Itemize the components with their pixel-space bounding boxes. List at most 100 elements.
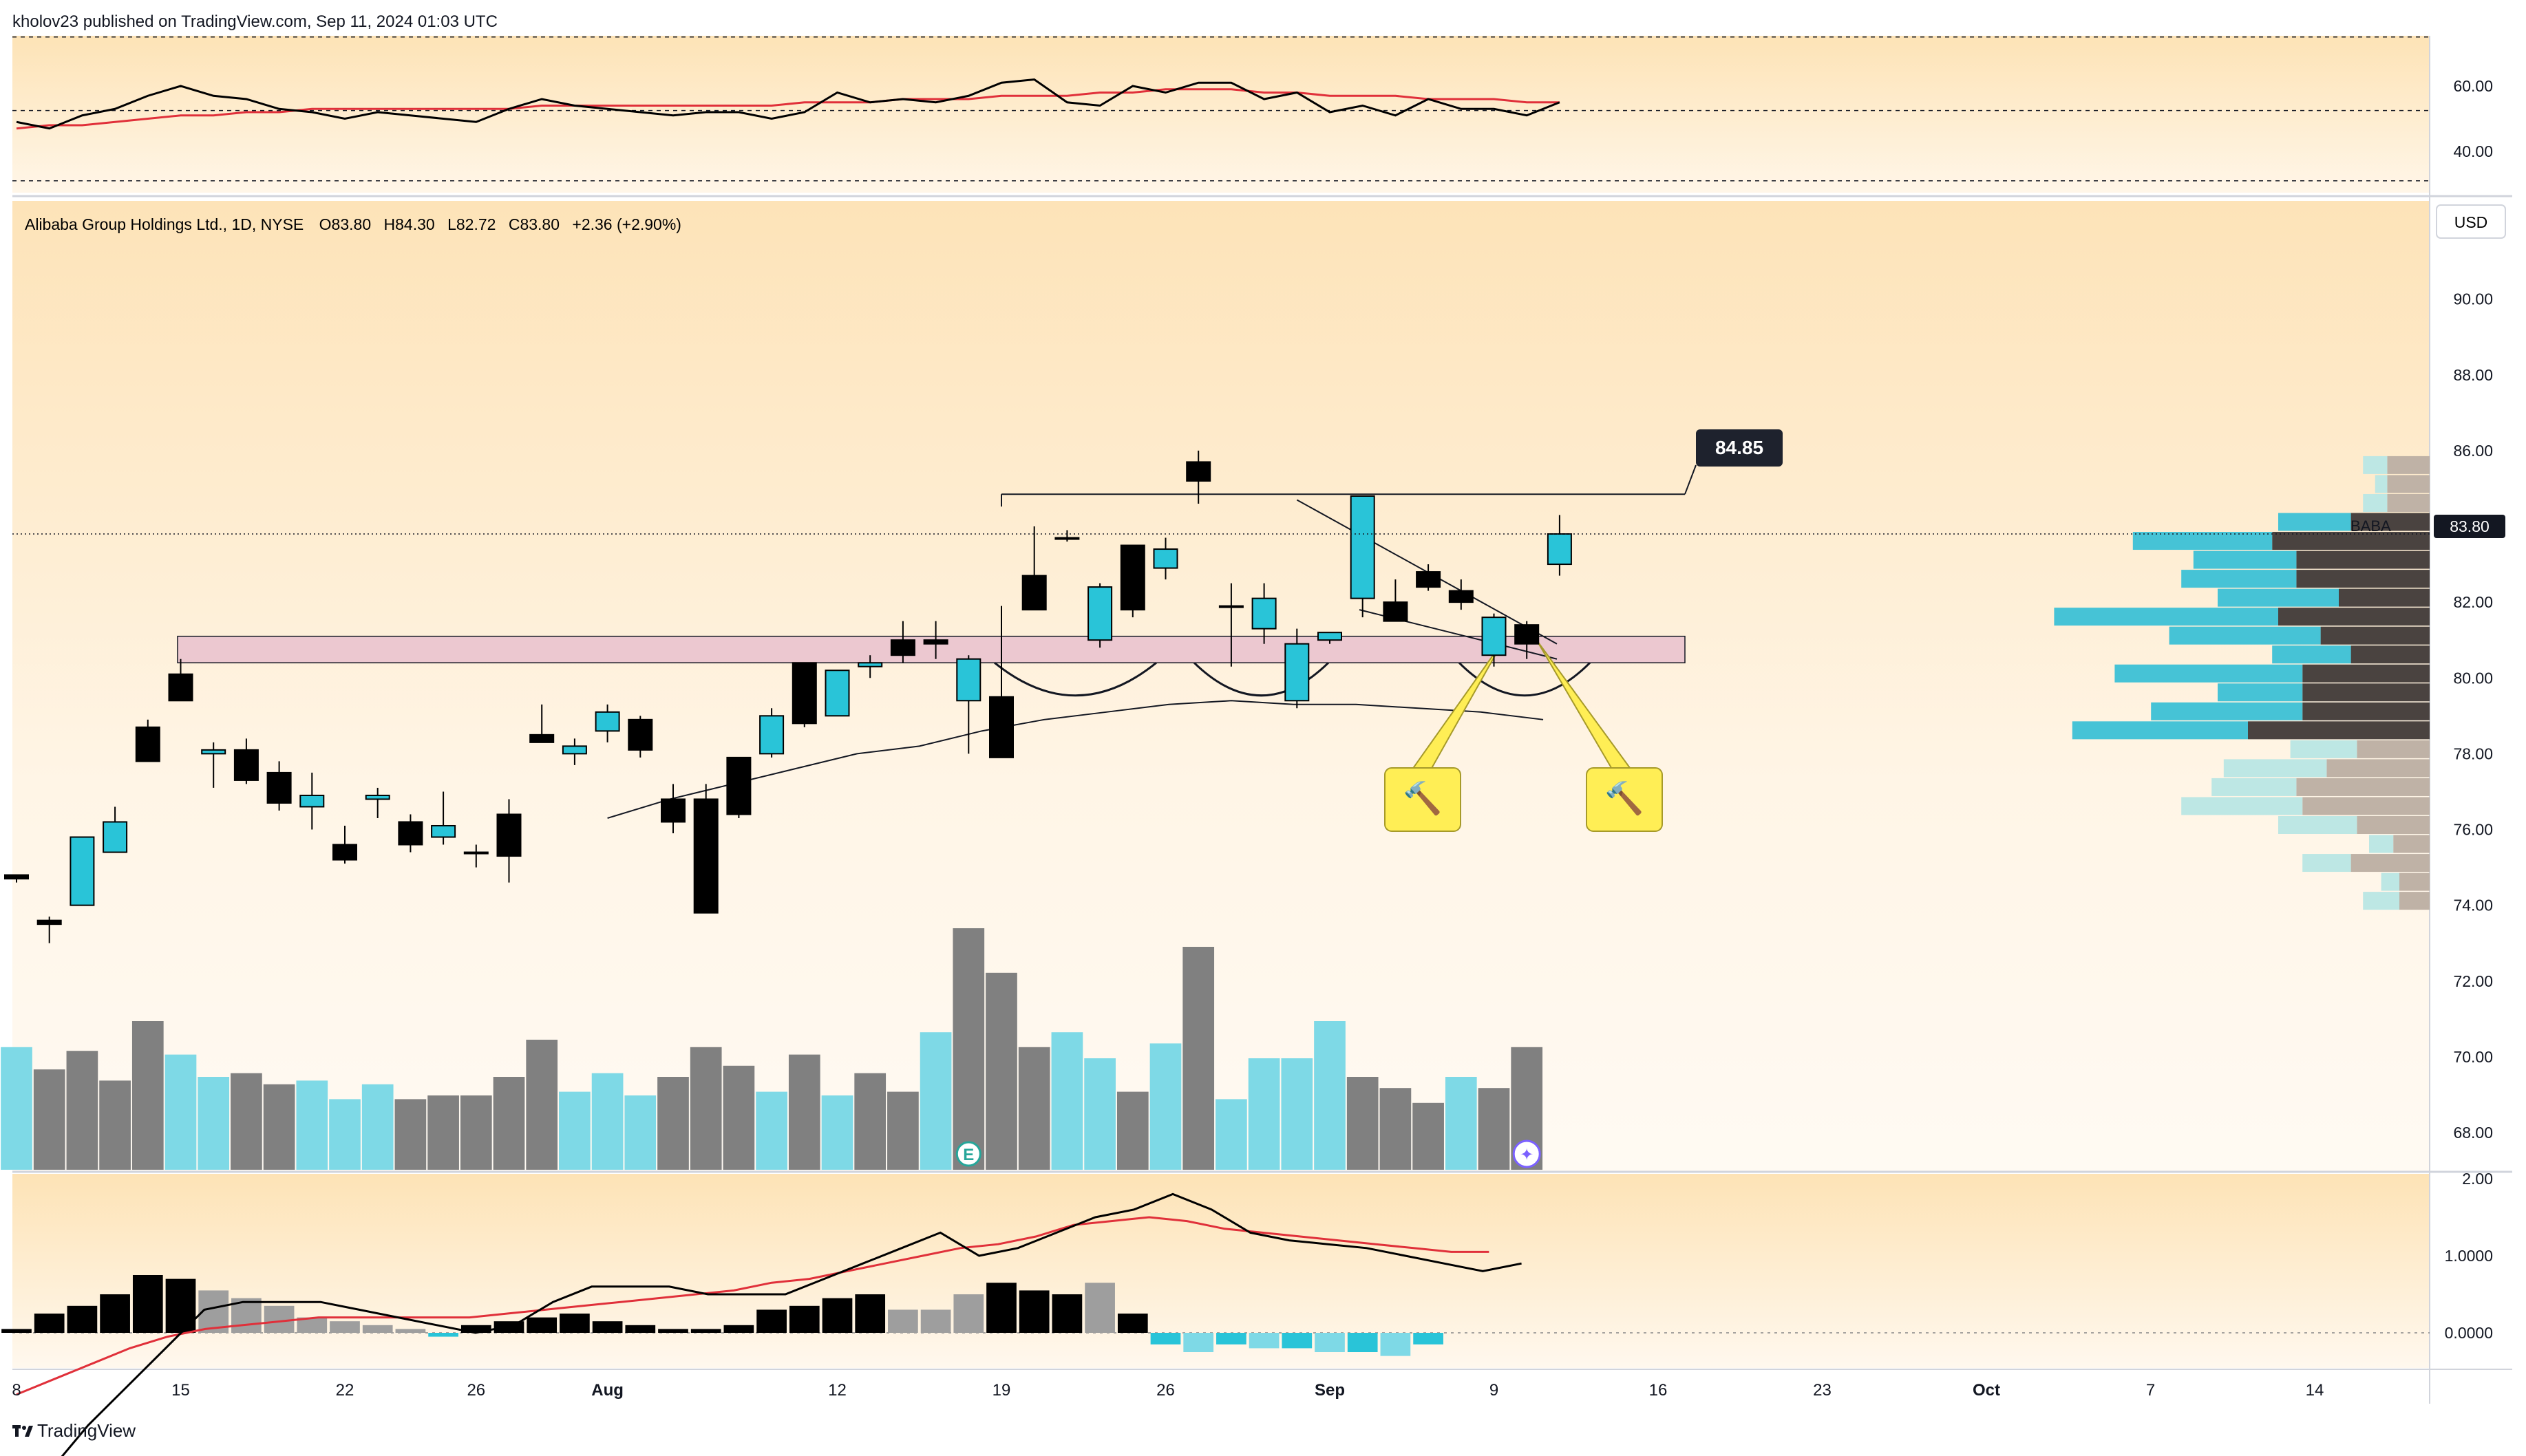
volume-profile-down [2320, 626, 2430, 645]
macd-histogram-bar [855, 1294, 886, 1333]
volume-profile-up [2072, 721, 2248, 740]
macd-histogram-bar [165, 1278, 196, 1333]
candle-body [1481, 617, 1507, 656]
last-price-value: 83.80 [2450, 517, 2490, 535]
candle-body [365, 794, 390, 800]
volume-bar [427, 1095, 459, 1170]
macd-histogram-bar [1315, 1333, 1345, 1352]
candle-body [1218, 605, 1244, 608]
volume-profile-down [2326, 759, 2430, 778]
rounded-bottom-arc [994, 662, 1157, 697]
time-tick-label: 8 [12, 1381, 21, 1400]
macd-histogram-bar [34, 1314, 65, 1333]
volume-bar [723, 1065, 755, 1170]
volume-profile-down [2278, 608, 2430, 626]
candle-body [890, 639, 915, 656]
footer-brand: TradingView [12, 1420, 136, 1442]
volume-bar [1051, 1032, 1083, 1170]
volume-profile-up [2302, 854, 2351, 872]
macd-histogram-bar [1183, 1333, 1214, 1352]
volume-profile-down [2387, 456, 2430, 474]
time-tick-label: Aug [591, 1381, 624, 1400]
time-tick-label: 19 [993, 1381, 1011, 1400]
candle-body [36, 919, 62, 925]
volume-bar [526, 1040, 558, 1170]
price-tick-label: 74.00 [2453, 897, 2493, 914]
macd-signal-line [16, 1216, 1489, 1395]
volume-profile-up [2169, 626, 2321, 645]
candle-body [1284, 643, 1310, 702]
publisher-line: kholov23 published on TradingView.com, S… [12, 12, 498, 31]
macd-histogram-bar [723, 1325, 754, 1333]
ticker-label: BABA [2350, 517, 2391, 535]
time-tick-label: 26 [1156, 1381, 1175, 1400]
volume-bar [361, 1084, 394, 1170]
volume-bar [263, 1084, 295, 1170]
rounded-bottom-arc [1193, 662, 1330, 697]
macd-indicator: 2.00 1.0000 0.0000 [1, 1170, 2493, 1456]
volume-profile-up [2218, 588, 2339, 607]
candle-body [693, 798, 719, 914]
volume-profile-up [2151, 702, 2303, 720]
volume-profile-down [2302, 683, 2430, 702]
volume-profile-up [2381, 872, 2399, 891]
volume-bar [1216, 1099, 1247, 1170]
volume-bar [1445, 1077, 1477, 1170]
volume-profile-down [2399, 892, 2430, 910]
volume-bar [1084, 1058, 1116, 1170]
volume-bar [1346, 1077, 1379, 1170]
candle-body [299, 794, 325, 808]
volume-bar [231, 1073, 262, 1170]
macd-histogram-bar [1282, 1333, 1313, 1349]
price-callout[interactable] [1696, 429, 1783, 467]
volume-profile-down [2272, 532, 2430, 550]
volume-profile-up [2181, 570, 2297, 588]
price-callout-label: 84.85 [1715, 437, 1763, 458]
candle-body [168, 673, 193, 702]
volume-profile-up [2211, 778, 2297, 796]
macd-histogram-bar [986, 1283, 1017, 1333]
candle-body [529, 734, 555, 743]
last-price-tag [2434, 515, 2505, 538]
volume-profile-down [2302, 664, 2430, 683]
candle-body [759, 715, 785, 755]
candle-body [595, 711, 620, 732]
footer-brand-text: TradingView [37, 1420, 136, 1441]
macd-histogram-bar [822, 1298, 853, 1333]
macd-histogram-bar [625, 1325, 656, 1333]
volume-profile-up [2218, 683, 2303, 702]
hammer-callout-box [1384, 767, 1461, 832]
candle-body [1054, 537, 1080, 540]
rsi-pane [12, 36, 2430, 193]
candle-body [1021, 575, 1047, 611]
price-tick-label: 88.00 [2453, 366, 2493, 384]
candle-body [1448, 590, 1474, 603]
macd-histogram-bar [67, 1305, 98, 1333]
volume-bar [1018, 1047, 1050, 1170]
dividend-icon-label: ✦ [1520, 1146, 1533, 1164]
candle-body [1514, 624, 1540, 645]
currency-button[interactable] [2436, 204, 2506, 239]
volume-bar [329, 1099, 361, 1170]
macd-histogram-bar [1019, 1290, 1050, 1333]
volume-bar [460, 1095, 492, 1170]
macd-histogram-bar [1052, 1294, 1083, 1333]
volume-profile-down [2248, 721, 2430, 740]
price-tick-label: 70.00 [2453, 1048, 2493, 1066]
volume-bar [624, 1095, 657, 1170]
time-tick-label: Sep [1315, 1381, 1345, 1400]
macd-histogram-bar [132, 1275, 163, 1333]
macd-histogram-bar [460, 1325, 491, 1333]
macd-histogram-bar [953, 1294, 984, 1333]
volume-profile-down [2399, 872, 2430, 891]
price-tick-label: 76.00 [2453, 821, 2493, 839]
time-tick-label: 23 [1813, 1381, 1832, 1400]
volume-profile-up [2278, 815, 2357, 834]
dividend-icon [1512, 1139, 1541, 1168]
candle-body [628, 718, 653, 751]
rsi-line [16, 78, 1560, 130]
macd-histogram-bar [592, 1321, 623, 1333]
price-tick-label: 80.00 [2453, 669, 2493, 687]
volume-profile-down [2357, 740, 2430, 758]
